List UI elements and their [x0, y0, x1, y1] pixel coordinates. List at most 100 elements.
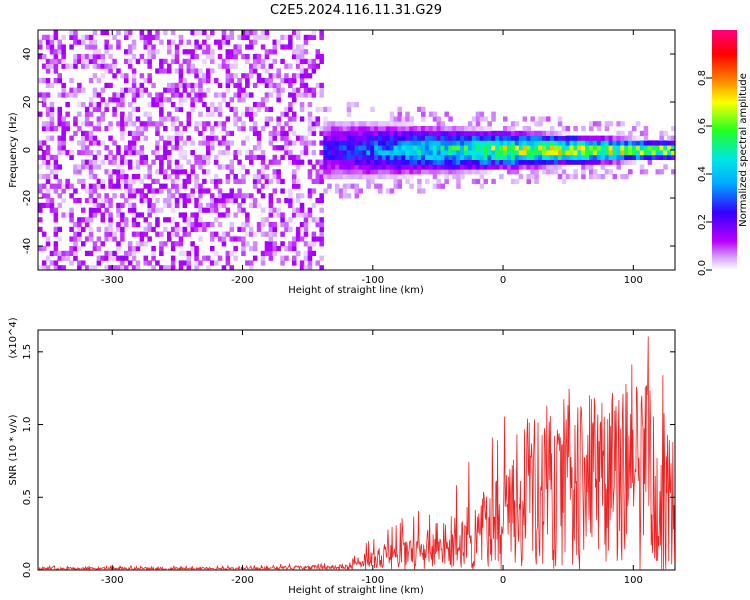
heatmap-cell [127, 44, 133, 50]
heatmap-cell [174, 130, 180, 136]
heatmap-cell [401, 159, 406, 165]
heatmap-cell [350, 140, 356, 146]
heatmap-cell [589, 154, 594, 160]
heatmap-cell [151, 34, 156, 40]
heatmap-cell [186, 68, 192, 74]
heatmap-cell [135, 126, 141, 132]
heatmap-cell [346, 135, 352, 141]
heatmap-cell [233, 154, 238, 160]
heatmap-cell [381, 150, 387, 156]
heatmap-cell [409, 121, 414, 127]
heatmap-cell [81, 87, 86, 93]
heatmap-cell [155, 178, 160, 184]
heatmap-cell [514, 154, 520, 160]
heatmap-cell [45, 159, 51, 165]
heatmap-cell [147, 49, 152, 55]
heatmap-cell [499, 154, 504, 160]
heatmap-cell [77, 140, 82, 146]
heatmap-cell [112, 169, 117, 175]
heatmap-cell [225, 207, 231, 213]
heatmap-cell [295, 236, 301, 242]
heatmap-cell [354, 159, 360, 165]
heatmap-cell [45, 202, 51, 208]
heatmap-cell [518, 135, 524, 141]
heatmap-cell [139, 126, 145, 132]
heatmap-cell [241, 121, 246, 127]
heatmap-cell [217, 102, 223, 108]
heatmap-cell [45, 68, 51, 74]
heatmap-cell [471, 154, 477, 160]
heatmap-cell [405, 111, 410, 117]
heatmap-cell [503, 159, 508, 165]
heatmap-cell [38, 111, 43, 117]
heatmap-cell [190, 54, 195, 60]
heatmap-cell [88, 54, 94, 60]
heatmap-cell [112, 159, 117, 165]
heatmap-cell [311, 164, 317, 170]
heatmap-cell [41, 121, 47, 127]
heatmap-cell [284, 34, 289, 40]
heatmap-cell [589, 164, 594, 170]
heatmap-cell [88, 58, 94, 64]
heatmap-cell [440, 154, 446, 160]
heatmap-cell [131, 207, 137, 213]
heatmap-cell [210, 231, 215, 237]
heatmap-cell [303, 73, 309, 79]
heatmap-cell [241, 174, 246, 180]
heatmap-cell [491, 159, 496, 165]
heatmap-cell [120, 217, 125, 223]
heatmap-cell [639, 145, 645, 151]
heatmap-cell [53, 226, 59, 232]
heatmap-cell [288, 241, 293, 247]
heatmap-cell [163, 150, 168, 156]
heatmap-cell [167, 231, 172, 237]
heatmap-cell [440, 121, 446, 127]
heatmap-cell [96, 255, 102, 261]
heatmap-cell [147, 121, 152, 127]
heatmap-cell [378, 169, 383, 175]
heatmap-cell [159, 164, 164, 170]
heatmap-cell [581, 174, 586, 180]
heatmap-cell [38, 145, 43, 151]
heatmap-cell [104, 265, 109, 271]
heatmap-cell [589, 150, 594, 156]
heatmap-cell [460, 154, 465, 160]
heatmap-cell [210, 68, 215, 74]
heatmap-cell [549, 159, 555, 165]
heatmap-cell [436, 121, 442, 127]
heatmap-cell [385, 154, 391, 160]
heatmap-cell [182, 260, 188, 266]
heatmap-cell [507, 159, 512, 165]
heatmap-cell [206, 145, 211, 151]
heatmap-cell [69, 30, 74, 36]
heatmap-cell [256, 178, 262, 184]
heatmap-cell [202, 73, 207, 79]
heatmap-cell [413, 135, 418, 141]
heatmap-cell [319, 193, 324, 199]
heatmap-cell [432, 126, 438, 132]
heatmap-cell [299, 73, 305, 79]
heatmap-cell [190, 82, 195, 88]
heatmap-cell [249, 226, 254, 232]
heatmap-cell [268, 106, 274, 112]
heatmap-cell [331, 135, 336, 141]
heatmap-cell [409, 145, 414, 151]
heatmap-cell [421, 130, 426, 136]
heatmap-cell [299, 58, 305, 64]
heatmap-cell [174, 106, 180, 112]
heatmap-cell [229, 106, 235, 112]
heatmap-cell [292, 30, 297, 36]
heatmap-cell [69, 150, 74, 156]
heatmap-cell [565, 140, 571, 146]
heatmap-cell [295, 135, 301, 141]
heatmap-cell [186, 82, 192, 88]
heatmap-cell [292, 73, 297, 79]
heatmap-cell [116, 202, 121, 208]
heatmap-cell [127, 260, 133, 266]
heatmap-cell [104, 198, 109, 204]
heatmap-cell [104, 63, 109, 69]
heatmap-cell [569, 150, 575, 156]
heatmap-cell [565, 135, 571, 141]
heatmap-cell [206, 78, 211, 84]
heatmap-cell [464, 150, 469, 156]
